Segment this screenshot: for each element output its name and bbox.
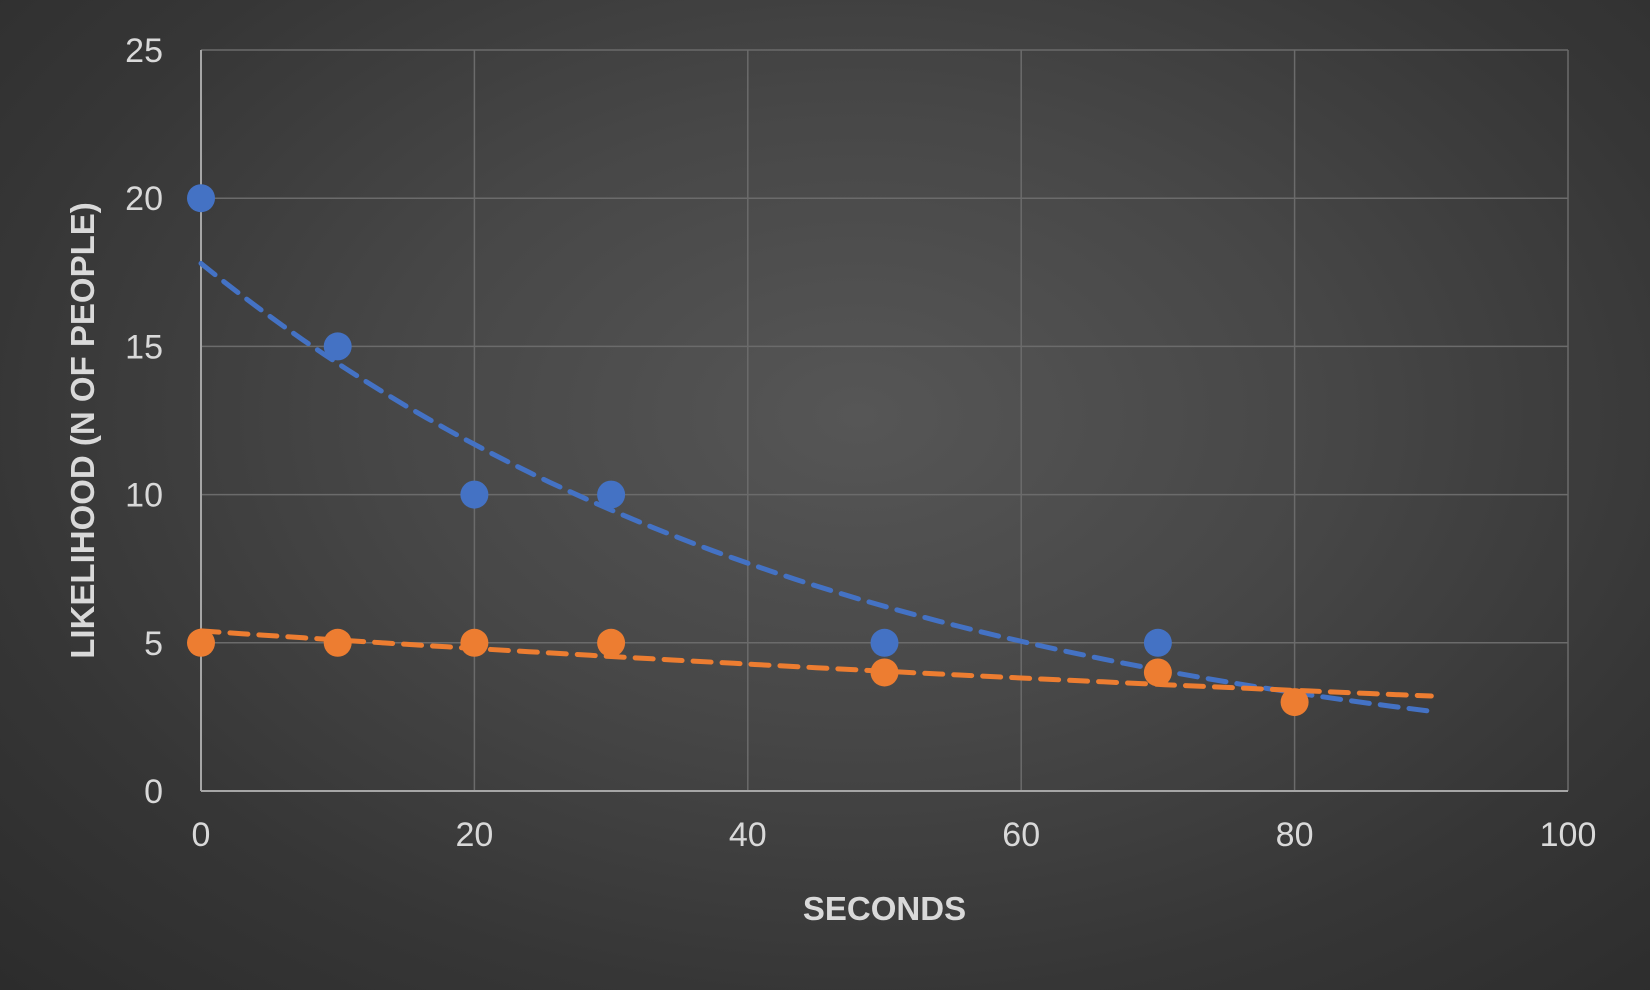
data-points [187, 184, 1309, 717]
x-axis-tick-labels: 0 20 40 60 80 100 [192, 816, 1597, 854]
data-point-series-2-3 [597, 628, 626, 657]
trendline-series-1 [198, 260, 1434, 714]
x-tick-label: 80 [1276, 816, 1314, 854]
x-tick-label: 40 [729, 816, 767, 854]
data-point-series-2-2 [460, 628, 489, 657]
data-point-series-1-0 [187, 184, 215, 213]
trendlines [198, 260, 1434, 714]
x-tick-label: 60 [1002, 816, 1040, 854]
y-tick-label: 10 [125, 477, 163, 515]
x-axis-title: SECONDS [803, 890, 966, 927]
data-point-series-2-0 [187, 628, 215, 657]
data-point-series-2-1 [323, 628, 352, 657]
x-tick-label: 100 [1540, 816, 1597, 854]
data-point-series-2-6 [1280, 688, 1309, 717]
data-point-series-1-2 [460, 480, 489, 509]
axes [200, 50, 1568, 792]
data-point-series-1-3 [597, 480, 626, 509]
data-point-series-2-4 [870, 658, 899, 687]
gridlines [201, 49, 1569, 791]
y-tick-label: 0 [144, 773, 163, 811]
y-tick-label: 5 [144, 625, 163, 663]
trendline-series-2 [198, 628, 1434, 699]
data-point-series-1-5 [1143, 628, 1172, 657]
y-tick-label: 15 [125, 328, 163, 366]
y-axis-tick-labels: 0 5 10 15 20 25 [125, 32, 163, 811]
data-point-series-1-1 [323, 332, 352, 361]
x-tick-label: 0 [192, 816, 211, 854]
data-point-series-2-5 [1143, 658, 1172, 687]
y-axis-title: LIKELIHOOD (N OF PEOPLE) [64, 202, 101, 659]
y-tick-label: 25 [125, 32, 163, 70]
y-tick-label: 20 [125, 180, 163, 218]
data-point-series-1-4 [870, 628, 899, 657]
x-tick-label: 20 [455, 816, 493, 854]
